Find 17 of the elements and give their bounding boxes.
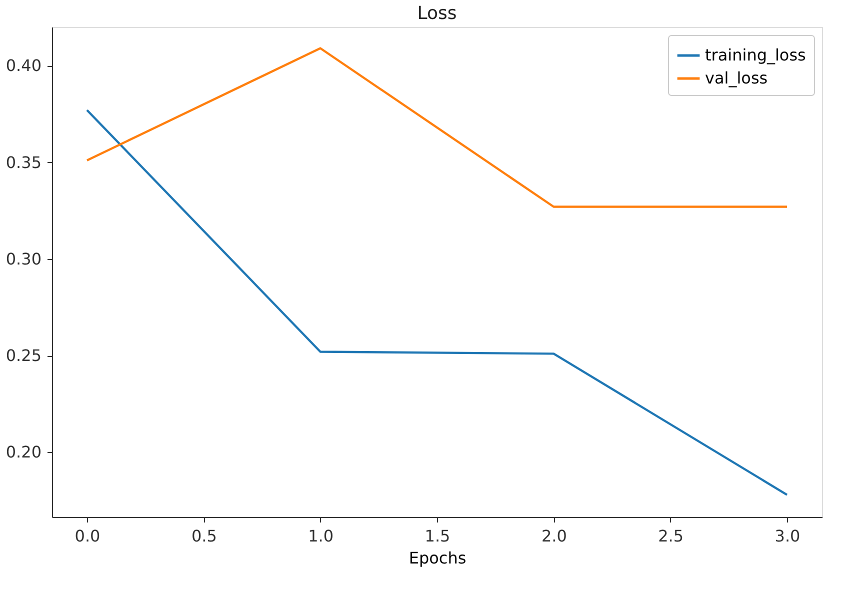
- x-tick-label: 0.5: [191, 526, 217, 546]
- x-tick-label: 2.5: [658, 526, 684, 546]
- chart-title: Loss: [417, 3, 457, 24]
- y-tick-label: 0.40: [6, 56, 42, 76]
- x-tick-label: 1.0: [308, 526, 334, 546]
- line-series: [86, 109, 788, 496]
- x-axis-title: Epochs: [408, 548, 466, 568]
- y-tick-label: 0.30: [6, 249, 42, 268]
- y-tick-label: 0.35: [6, 152, 42, 172]
- legend-label: val_loss: [705, 68, 768, 88]
- legend-label: training_loss: [705, 46, 806, 64]
- x-tick-label: 3.0: [774, 526, 800, 546]
- y-tick-label: 0.25: [6, 346, 42, 366]
- x-tick-label: 1.5: [424, 526, 450, 546]
- y-tick-label: 0.20: [6, 442, 42, 462]
- x-tick-label: 0.0: [74, 526, 100, 546]
- x-tick-label: 2.0: [541, 526, 567, 546]
